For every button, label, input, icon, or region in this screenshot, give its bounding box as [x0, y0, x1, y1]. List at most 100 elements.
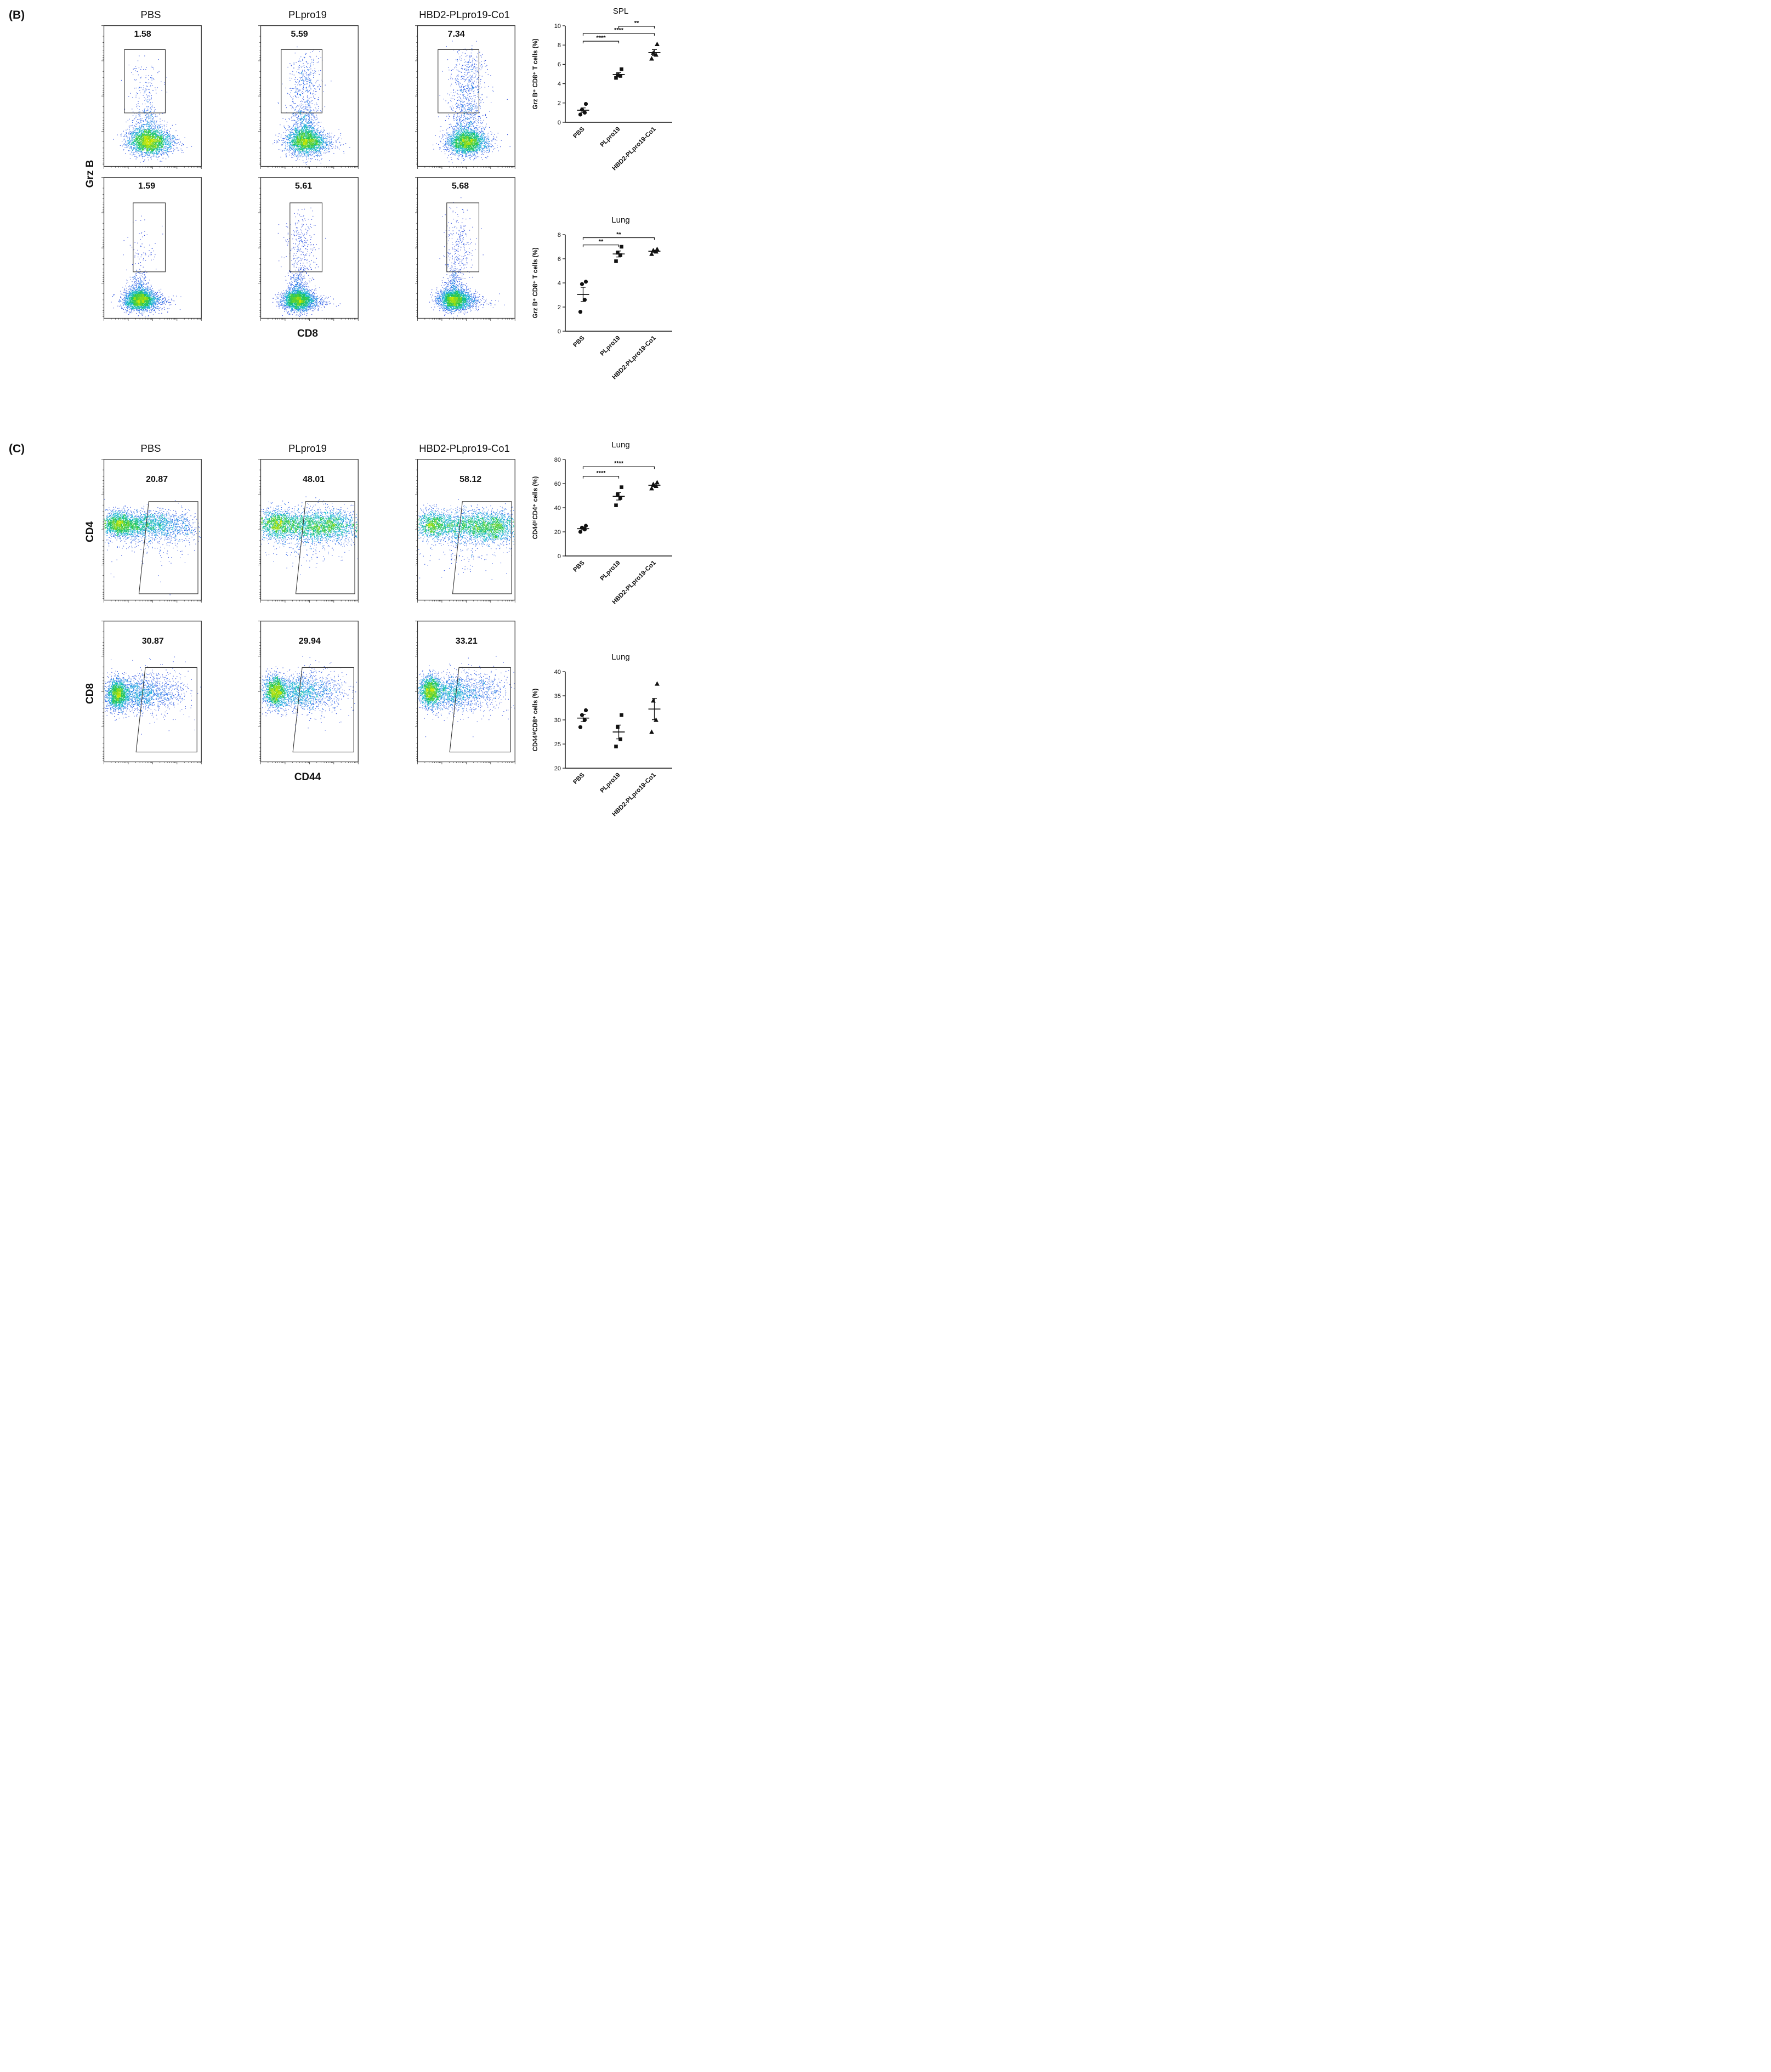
svg-text:6: 6	[558, 61, 561, 68]
flow-canvas	[100, 459, 202, 604]
panel-c-cd4-axis: CD4	[81, 459, 100, 604]
svg-text:PLpro19: PLpro19	[599, 335, 622, 357]
svg-text:40: 40	[554, 505, 561, 512]
svg-text:60: 60	[554, 481, 561, 487]
svg-text:2: 2	[558, 100, 561, 107]
flow-canvas	[257, 621, 359, 766]
panel-b-y-axis: Grz B	[81, 25, 100, 322]
scatter-plot-lung-cd8: Lung CD44ʰⁱCD8⁺ cells (%) 20 25 30 35 40 PBS P…	[530, 652, 680, 833]
panel-c-label: (C)	[9, 442, 25, 455]
svg-text:****: ****	[596, 35, 606, 42]
svg-text:20: 20	[554, 765, 561, 772]
gate-value: 30.87	[141, 637, 164, 646]
y-axis-label-cd8: CD8	[84, 683, 96, 704]
svg-text:****: ****	[596, 470, 606, 476]
scatter-ylabel-lung-cd8: CD44ʰⁱCD8⁺ cells (%)	[532, 688, 539, 752]
flow-plot-lung-pbs: 1.59	[100, 177, 202, 322]
flow-plot-cd8-plpro19: 29.94	[257, 621, 359, 766]
svg-text:6: 6	[558, 256, 561, 263]
svg-text:20: 20	[554, 529, 561, 536]
svg-text:****: ****	[614, 27, 624, 34]
column-header-pbs: PBS	[140, 9, 161, 20]
figure: (B) PBS PLpro19 HBD2-PLpro19-Co1 Grz B	[0, 0, 696, 855]
flow-plot-cd8-hbd2: 33.21	[413, 621, 515, 766]
flow-canvas	[257, 177, 359, 322]
flow-plot-spl-pbs: 1.58	[100, 25, 202, 171]
scatter-title-lung-cd4: Lung	[611, 440, 630, 450]
gate-value: 20.87	[146, 475, 168, 485]
x-axis-label-cd44: CD44	[294, 771, 321, 783]
panel-c-flow-block: PBS PLpro19 HBD2-PLpro19-Co1 CD4 20.87	[81, 442, 515, 784]
flow-plot-spl-plpro19: 5.59	[257, 25, 359, 171]
scatter-ylabel-wrap: CD44ʰⁱCD8⁺ cells (%)	[530, 662, 541, 833]
svg-text:35: 35	[554, 693, 561, 700]
panel-b-scatter-column: SPL Grz B⁺ CD8⁺ T cells (%) 0 2 4 6 8 10 PBS PL…	[530, 7, 680, 396]
panel-c: (C) PBS PLpro19 HBD2-PLpro19-Co1 CD4	[9, 440, 692, 833]
svg-text:8: 8	[558, 42, 561, 49]
svg-text:2: 2	[558, 304, 561, 311]
flow-row-cd8: 30.87 29.94 33.21	[100, 621, 515, 766]
flow-canvas	[100, 25, 202, 171]
column-header-hbd2-plpro19-co1: HBD2-PLpro19-Co1	[419, 9, 510, 20]
svg-text:**: **	[634, 20, 639, 26]
svg-text:80: 80	[554, 457, 561, 463]
svg-text:25: 25	[554, 741, 561, 748]
panel-c-cd8-axis: CD8	[81, 621, 100, 766]
flow-canvas	[100, 621, 202, 766]
svg-text:PBS: PBS	[572, 126, 586, 139]
column-header-plpro19: PLpro19	[288, 442, 327, 454]
column-header-pbs: PBS	[140, 442, 161, 454]
panel-b-flow-block: PBS PLpro19 HBD2-PLpro19-Co1 Grz B 1.58	[81, 9, 515, 340]
svg-text:0: 0	[558, 553, 561, 560]
scatter-ylabel-lung-cd4: CD44ʰⁱCD4⁺ cells (%)	[532, 476, 539, 540]
panel-c-scatter-column: Lung CD44ʰⁱCD4⁺ cells (%) 0 20 40 60 80 PBS PL…	[530, 440, 680, 833]
gate-value: 29.94	[298, 637, 321, 646]
flow-row-lung: 1.59 5.61 5.68	[100, 177, 515, 322]
flow-plot-spl-hbd2: 7.34	[413, 25, 515, 171]
gate-value: 5.68	[451, 181, 469, 191]
scatter-plot-lung-b: Lung Grz B⁺ CD8⁺ T cells (%) 0 2 4 6 8 PBS PLp…	[530, 215, 680, 396]
svg-text:**: **	[599, 239, 604, 245]
gate-value: 58.12	[459, 475, 482, 485]
flow-plot-cd4-hbd2: 58.12	[413, 459, 515, 604]
scatter-title-lung-cd8: Lung	[611, 652, 630, 662]
flow-plot-cd8-pbs: 30.87	[100, 621, 202, 766]
flow-canvas	[413, 25, 515, 171]
svg-text:0: 0	[558, 328, 561, 335]
gate-value: 1.58	[134, 29, 151, 39]
svg-text:PLpro19: PLpro19	[599, 126, 622, 149]
svg-text:40: 40	[554, 669, 561, 675]
scatter-ylabel-wrap: Grz B⁺ CD8⁺ T cells (%)	[530, 16, 541, 187]
gate-value: 1.59	[138, 181, 156, 191]
scatter-ylabel-wrap: Grz B⁺ CD8⁺ T cells (%)	[530, 225, 541, 396]
flow-canvas	[413, 177, 515, 322]
svg-text:PLpro19: PLpro19	[599, 772, 622, 794]
y-axis-label-grz-b: Grz B	[84, 160, 96, 188]
svg-text:4: 4	[558, 280, 561, 287]
svg-text:0: 0	[558, 120, 561, 126]
flow-plot-lung-hbd2: 5.68	[413, 177, 515, 322]
flow-canvas	[413, 459, 515, 604]
panel-b-column-headers: PBS PLpro19 HBD2-PLpro19-Co1	[100, 9, 515, 21]
column-header-hbd2-plpro19-co1: HBD2-PLpro19-Co1	[419, 442, 510, 454]
svg-text:4: 4	[558, 81, 561, 87]
x-axis-label-cd8: CD8	[297, 328, 318, 339]
gate-value: 5.61	[294, 181, 313, 191]
gate-value: 5.59	[291, 29, 308, 39]
scatter-ylabel-wrap: CD44ʰⁱCD4⁺ cells (%)	[530, 450, 541, 621]
scatter-plot-lung-cd4: Lung CD44ʰⁱCD4⁺ cells (%) 0 20 40 60 80 PBS PL…	[530, 440, 680, 621]
scatter-ylabel-lung-b: Grz B⁺ CD8⁺ T cells (%)	[532, 247, 539, 319]
flow-canvas	[413, 621, 515, 766]
svg-text:PBS: PBS	[572, 771, 586, 785]
flow-canvas	[257, 459, 359, 604]
scatter-title-lung-b: Lung	[611, 215, 630, 225]
panel-c-column-headers: PBS PLpro19 HBD2-PLpro19-Co1	[100, 442, 515, 455]
flow-plot-cd4-pbs: 20.87	[100, 459, 202, 604]
flow-row-spl: 1.58 5.59 7.34	[100, 25, 515, 171]
svg-text:10: 10	[554, 23, 561, 30]
scatter-ylabel-spl: Grz B⁺ CD8⁺ T cells (%)	[532, 38, 539, 110]
svg-text:30: 30	[554, 717, 561, 724]
